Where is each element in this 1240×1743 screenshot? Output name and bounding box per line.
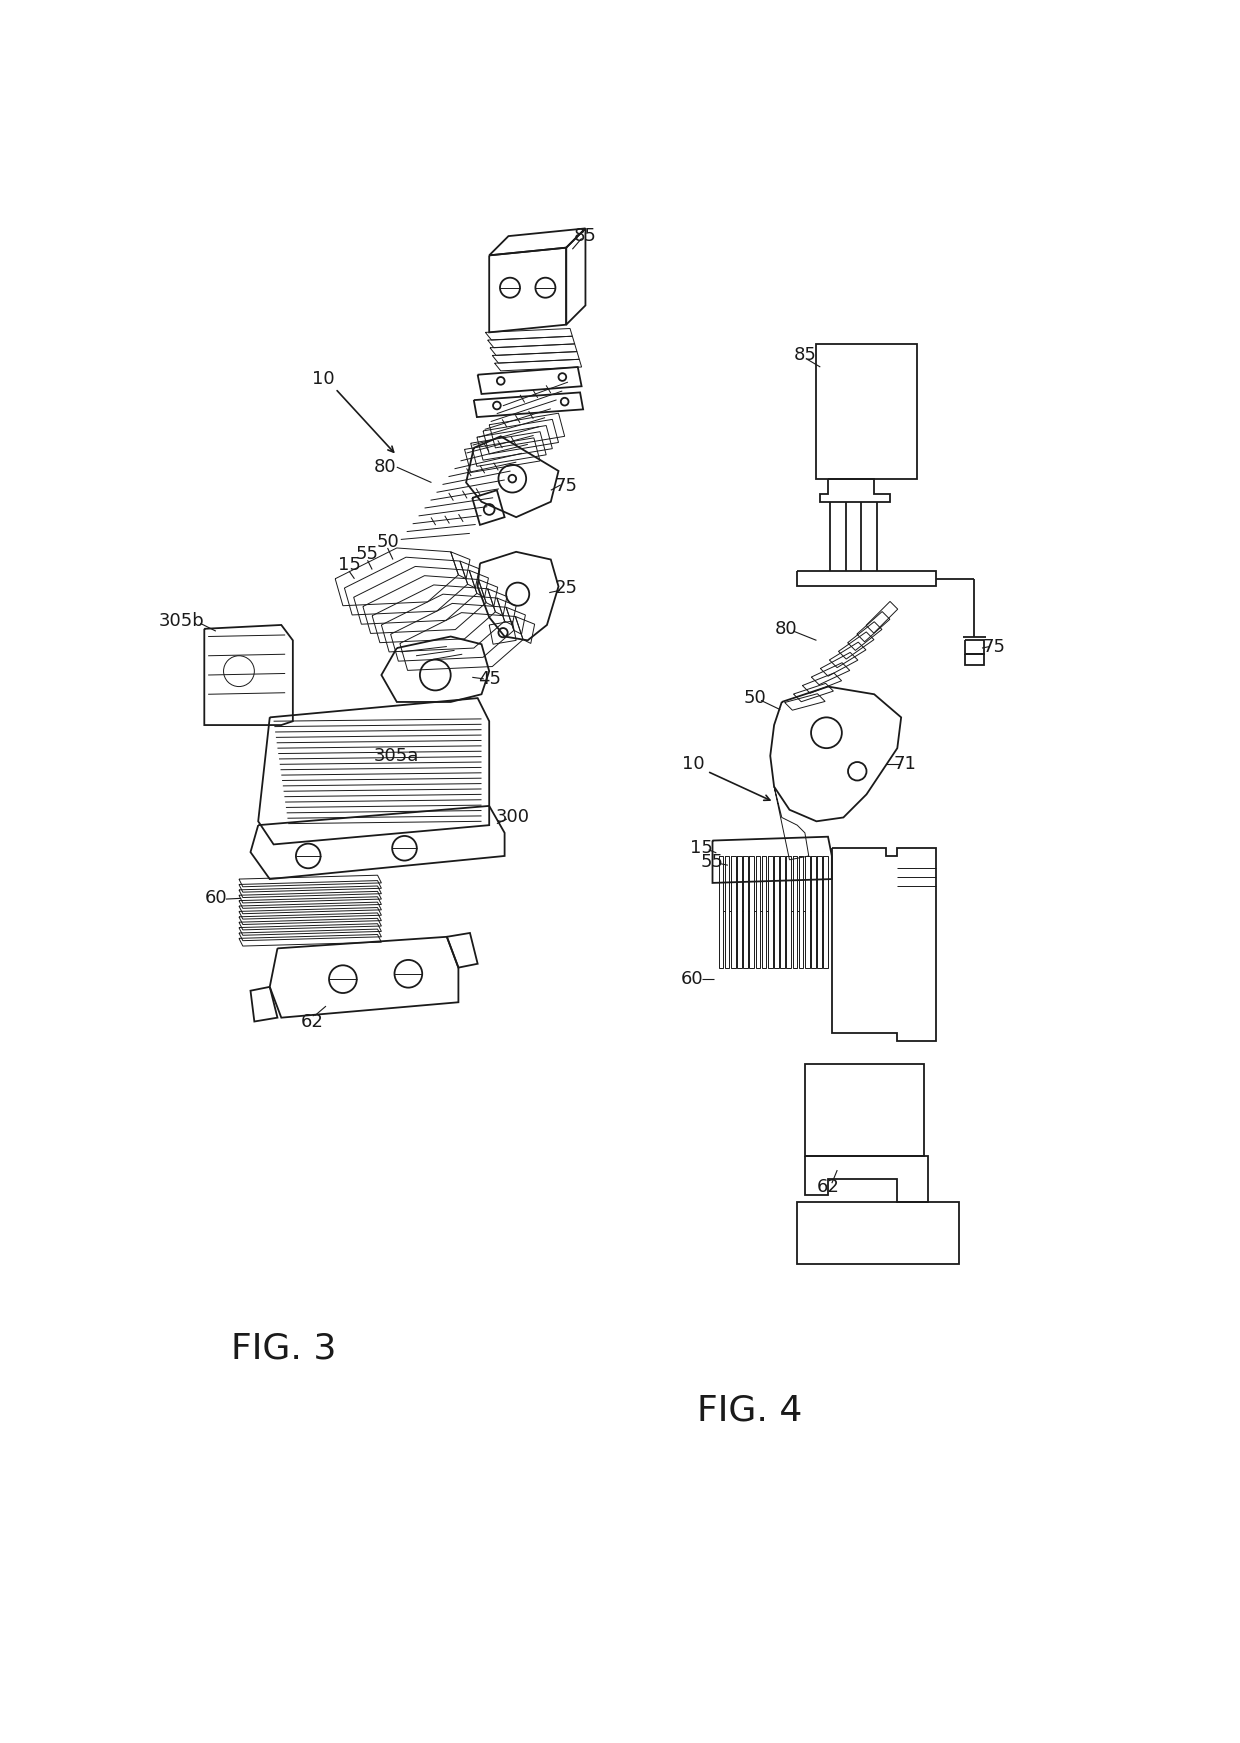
- Text: 15: 15: [337, 556, 361, 573]
- Text: 300: 300: [495, 809, 529, 826]
- Text: 15: 15: [689, 840, 713, 858]
- Text: 62: 62: [300, 1013, 324, 1030]
- Text: 80: 80: [774, 621, 797, 638]
- Text: FIG. 3: FIG. 3: [231, 1332, 336, 1367]
- Text: 10: 10: [682, 755, 704, 772]
- Text: 50: 50: [376, 533, 399, 551]
- Text: 60: 60: [205, 889, 227, 908]
- Text: 85: 85: [794, 347, 816, 364]
- Bar: [805, 1063, 924, 1156]
- Text: 50: 50: [744, 688, 766, 708]
- Text: 55: 55: [356, 546, 379, 563]
- Text: 80: 80: [374, 458, 397, 476]
- Text: 71: 71: [894, 755, 916, 772]
- Text: 25: 25: [554, 579, 578, 598]
- Text: 85: 85: [574, 227, 596, 246]
- Bar: [797, 1203, 959, 1264]
- Text: 55: 55: [701, 852, 724, 872]
- Text: 305b: 305b: [159, 612, 205, 631]
- Text: FIG. 4: FIG. 4: [697, 1393, 802, 1428]
- Text: 45: 45: [477, 669, 501, 688]
- Text: 305a: 305a: [374, 746, 419, 765]
- Text: 60: 60: [681, 971, 703, 988]
- Text: 75: 75: [982, 638, 1006, 655]
- Text: 62: 62: [817, 1178, 839, 1196]
- Bar: [816, 343, 916, 479]
- Text: 10: 10: [312, 370, 335, 387]
- Text: 75: 75: [554, 478, 578, 495]
